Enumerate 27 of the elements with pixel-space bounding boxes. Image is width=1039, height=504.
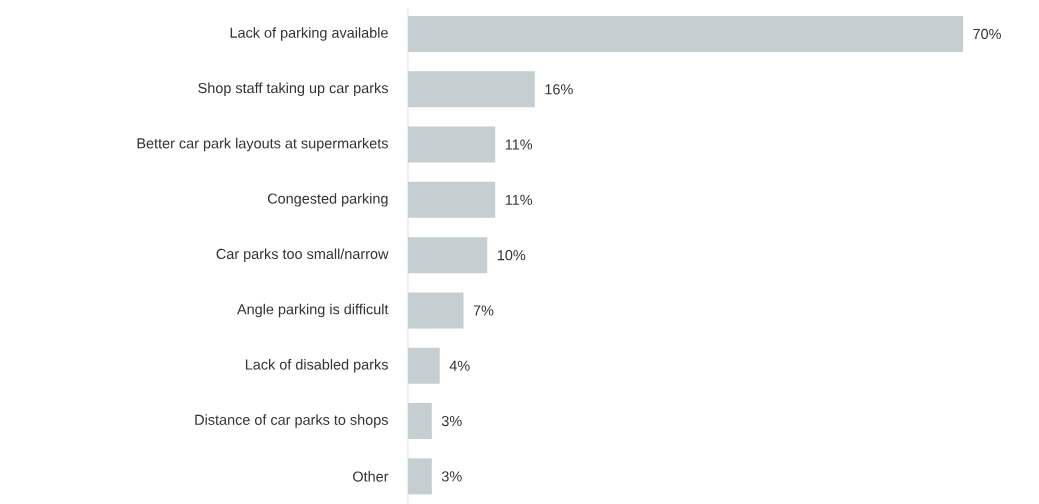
y-tick-label: Lack of disabled parks bbox=[245, 358, 388, 373]
bar bbox=[408, 126, 496, 163]
bar bbox=[408, 71, 535, 108]
y-tick-label: Congested parking bbox=[267, 192, 388, 207]
data-label: 11% bbox=[505, 194, 533, 205]
y-tick-label: Better car park layouts at supermarkets bbox=[137, 137, 388, 152]
bar bbox=[408, 402, 432, 439]
y-tick-label: Angle parking is difficult bbox=[237, 303, 389, 317]
y-tick-label: Shop staff taking up car parks bbox=[198, 82, 388, 96]
data-label: 4% bbox=[449, 360, 470, 371]
data-label: 7% bbox=[473, 305, 494, 316]
data-label: 16% bbox=[545, 83, 573, 95]
data-label: 70% bbox=[973, 28, 1001, 39]
data-label: 3% bbox=[441, 470, 462, 482]
bar bbox=[408, 236, 488, 273]
y-tick-label: Lack of parking available bbox=[230, 27, 388, 41]
y-tick-label: Other bbox=[353, 470, 389, 482]
data-label: 11% bbox=[505, 139, 533, 150]
bar bbox=[408, 347, 440, 384]
bar bbox=[408, 181, 496, 218]
data-label: 10% bbox=[497, 249, 526, 261]
y-tick-label: Car parks too small/narrow bbox=[216, 248, 389, 262]
data-label: 3% bbox=[441, 415, 462, 426]
y-tick-label: Distance of car parks to shops bbox=[195, 414, 388, 428]
bar bbox=[408, 458, 432, 495]
bar bbox=[408, 15, 964, 52]
bar bbox=[408, 292, 464, 329]
